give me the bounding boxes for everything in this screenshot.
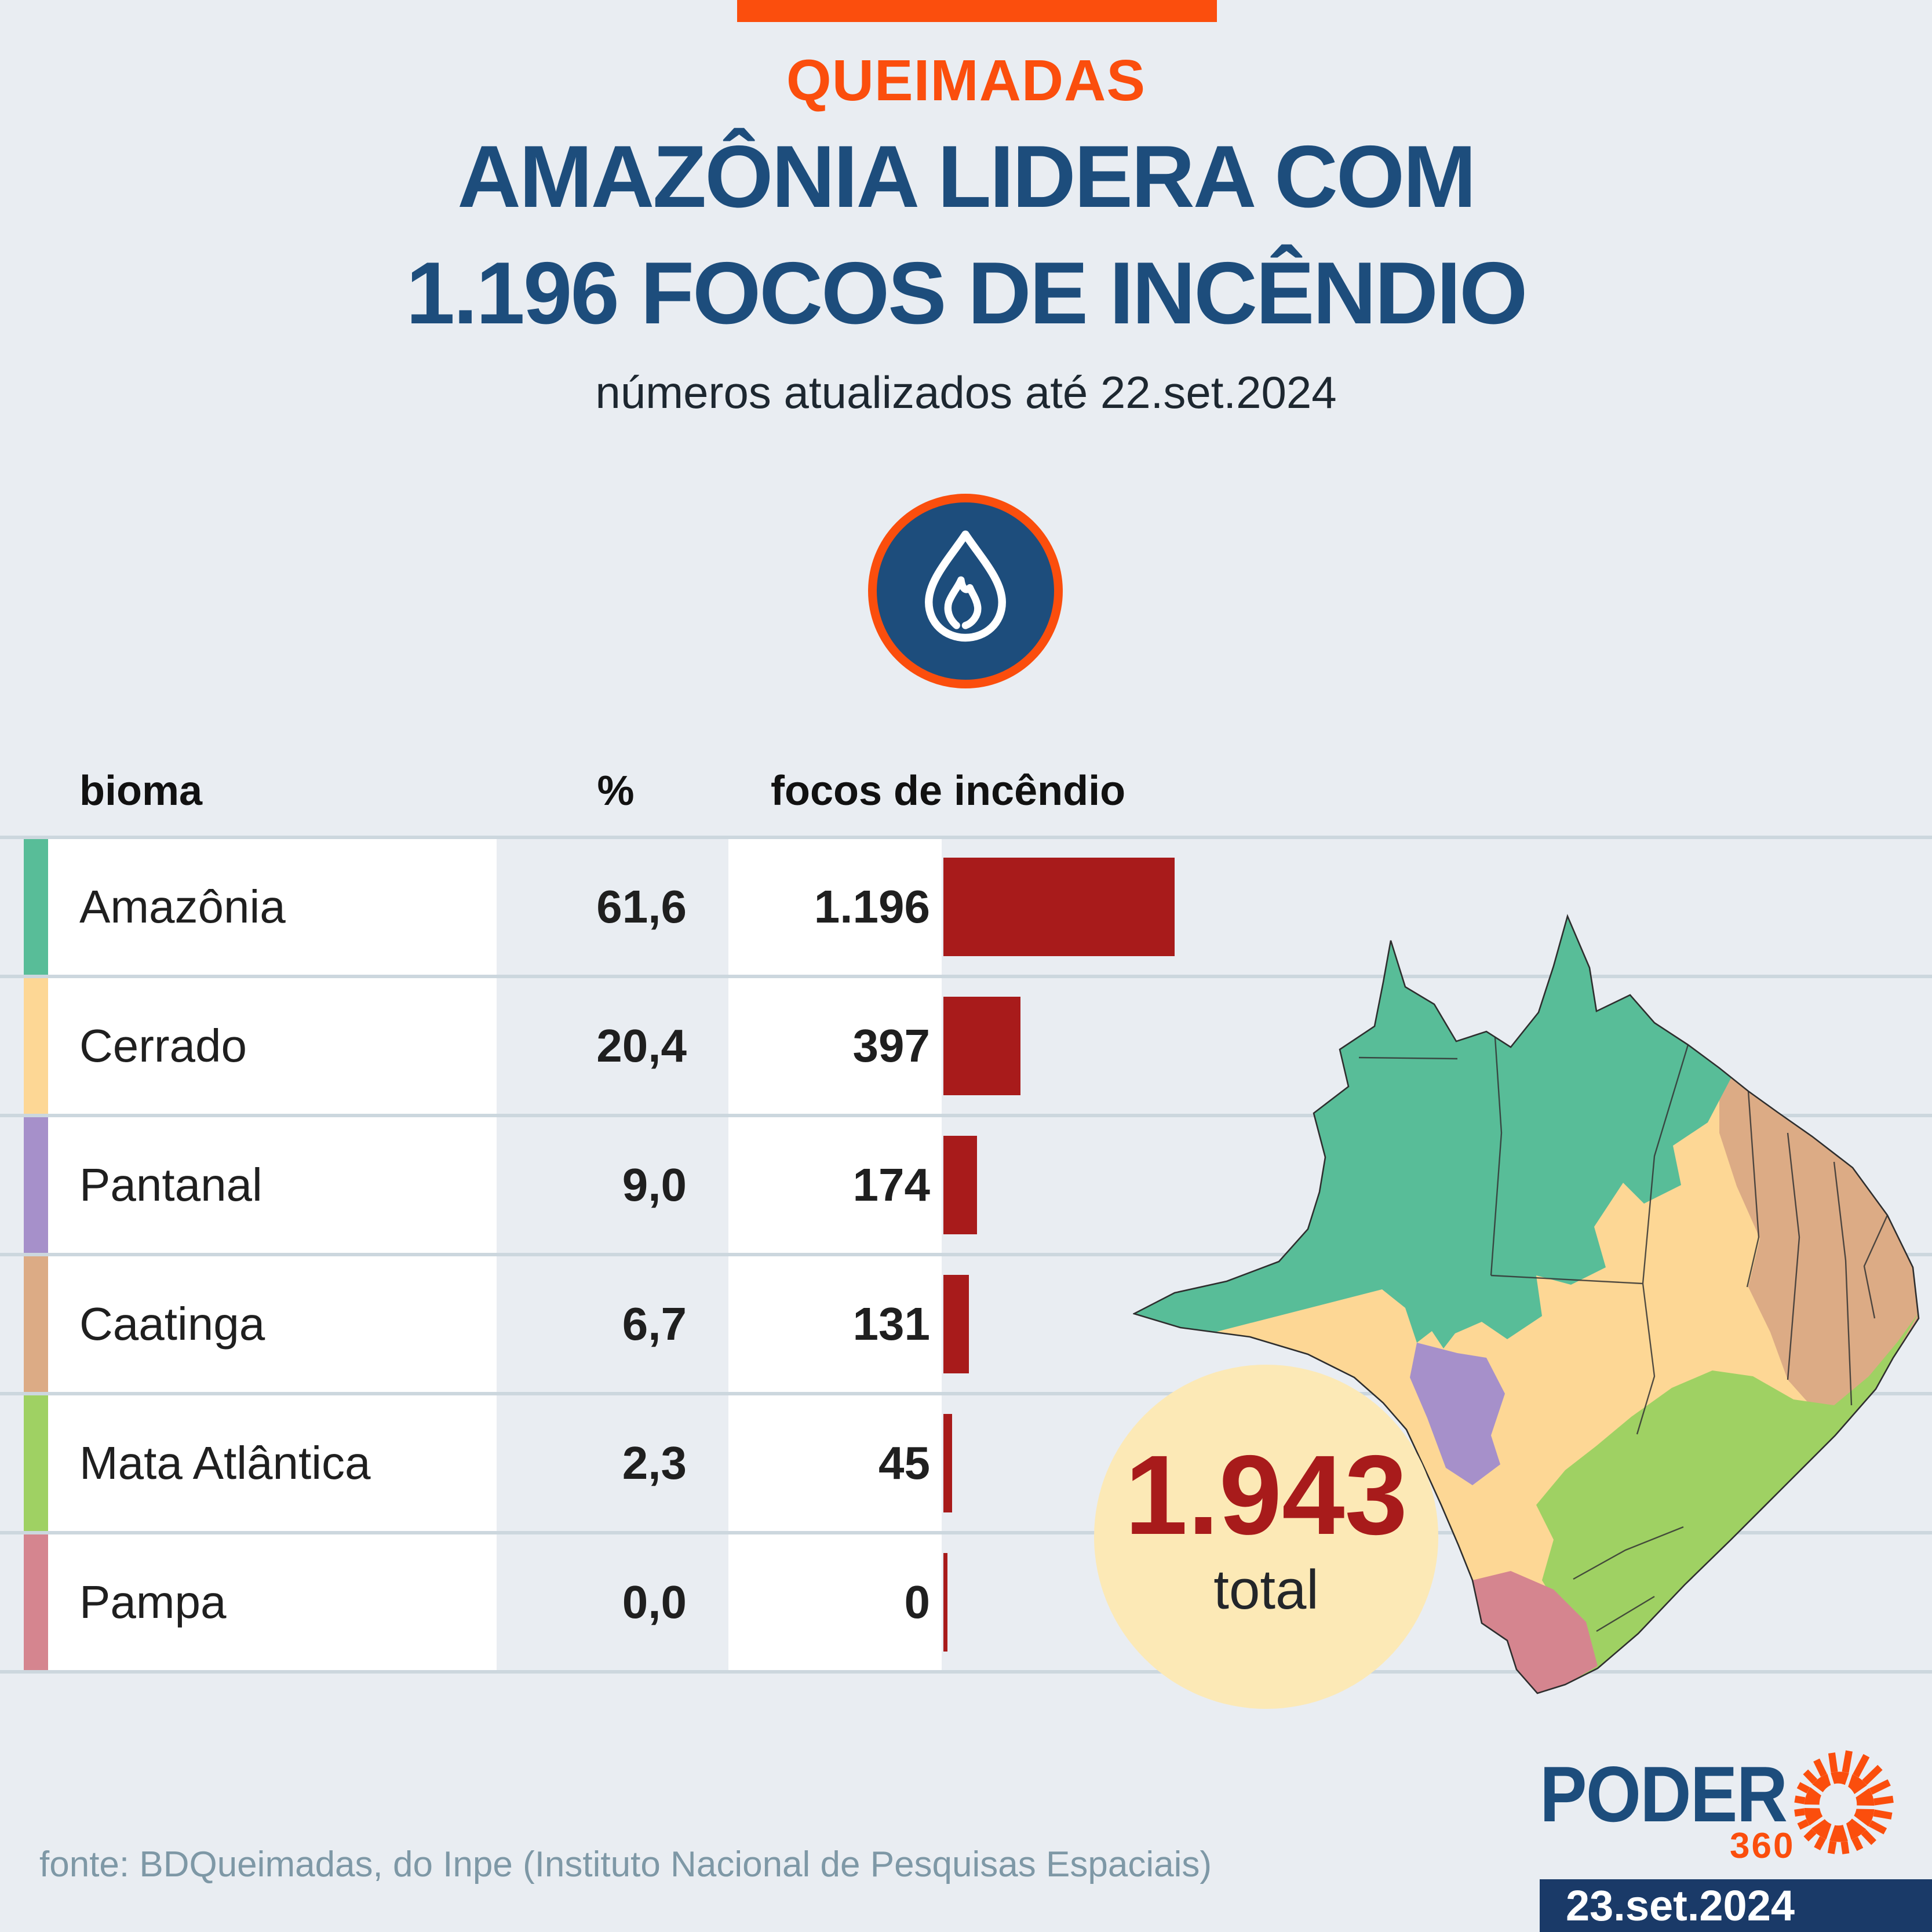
grid-line	[0, 836, 1932, 839]
top-accent-bar	[737, 0, 1217, 22]
table-row-cerrado: Cerrado 20,4 397	[0, 978, 1932, 1114]
biome-name: Mata Atlântica	[79, 1437, 371, 1489]
biome-pct: 61,6	[596, 881, 687, 932]
biome-color-swatch	[24, 1256, 48, 1392]
biome-focos: 174	[852, 1159, 930, 1211]
date-badge: 23.set.2024	[1540, 1879, 1932, 1932]
total-value: 1.943	[1125, 1432, 1408, 1558]
region-caatinga	[1719, 1068, 1919, 1412]
column-header-focos: focos de incêndio	[771, 768, 1126, 814]
biome-color-swatch	[24, 1117, 48, 1253]
biome-name: Pampa	[79, 1576, 227, 1628]
bar-caatinga	[943, 1275, 969, 1373]
page-title: AMAZÔNIA LIDERA COM 1.196 FOCOS DE INCÊN…	[0, 119, 1932, 351]
region-mata-atlantica	[1536, 1313, 1919, 1679]
flame-icon	[868, 494, 1063, 688]
title-line-1: AMAZÔNIA LIDERA COM	[457, 127, 1477, 226]
grid-line	[0, 1114, 1932, 1117]
table-row-amazonia: Amazônia 61,6 1.196	[0, 839, 1932, 975]
table-row-pampa: Pampa 0,0 0	[0, 1534, 1932, 1670]
grid-line	[0, 1531, 1932, 1534]
biome-color-swatch	[24, 1395, 48, 1531]
poder360-logo-360: 360	[1730, 1826, 1795, 1866]
biome-focos: 1.196	[814, 881, 930, 932]
grid-line	[0, 975, 1932, 978]
subtitle: números atualizados até 22.set.2024	[595, 367, 1337, 418]
date-text: 23.set.2024	[1566, 1882, 1795, 1930]
region-pantanal	[1410, 1343, 1505, 1485]
biome-pct: 0,0	[622, 1576, 687, 1628]
biome-name: Amazônia	[79, 881, 286, 932]
bar-pantanal	[943, 1136, 978, 1234]
bar-mata-atlantica	[943, 1414, 953, 1512]
bar-cerrado	[943, 997, 1020, 1095]
biome-focos: 45	[878, 1437, 930, 1489]
map-outline	[1132, 914, 1920, 1694]
biome-color-swatch	[24, 839, 48, 975]
poder360-sunburst-icon	[1778, 1745, 1901, 1868]
grid-line	[0, 1392, 1932, 1395]
biome-pct: 9,0	[622, 1159, 687, 1211]
biome-focos: 0	[904, 1576, 931, 1628]
biome-name: Caatinga	[79, 1298, 265, 1350]
source-note: fonte: BDQueimadas, do Inpe (Instituto N…	[39, 1844, 1212, 1884]
region-pampa	[1472, 1571, 1598, 1693]
grid-line	[0, 1670, 1932, 1674]
biome-pct: 2,3	[622, 1437, 687, 1489]
table-row-pantanal: Pantanal 9,0 174	[0, 1117, 1932, 1253]
total-badge: 1.943 total	[1094, 1365, 1438, 1709]
biome-pct: 6,7	[622, 1298, 687, 1350]
biome-color-swatch	[24, 978, 48, 1114]
grid-line	[0, 1253, 1932, 1256]
biome-name: Pantanal	[79, 1159, 263, 1211]
biome-name: Cerrado	[79, 1020, 247, 1071]
table-row-caatinga: Caatinga 6,7 131	[0, 1256, 1932, 1392]
biome-pct: 20,4	[596, 1020, 687, 1071]
biome-focos: 131	[852, 1298, 930, 1350]
bar-pampa	[943, 1553, 947, 1652]
column-header-bioma: bioma	[79, 768, 203, 814]
total-label: total	[1213, 1559, 1319, 1621]
biome-focos: 397	[852, 1020, 930, 1071]
column-header-pct: %	[597, 768, 635, 814]
bar-amazonia	[943, 858, 1175, 956]
kicker: QUEIMADAS	[786, 48, 1146, 113]
title-line-2: 1.196 FOCOS DE INCÊNDIO	[406, 243, 1528, 342]
biome-color-swatch	[24, 1534, 48, 1670]
poder360-logo-text: PODER	[1540, 1750, 1788, 1838]
table-row-mata-atlantica: Mata Atlântica 2,3 45	[0, 1395, 1932, 1531]
